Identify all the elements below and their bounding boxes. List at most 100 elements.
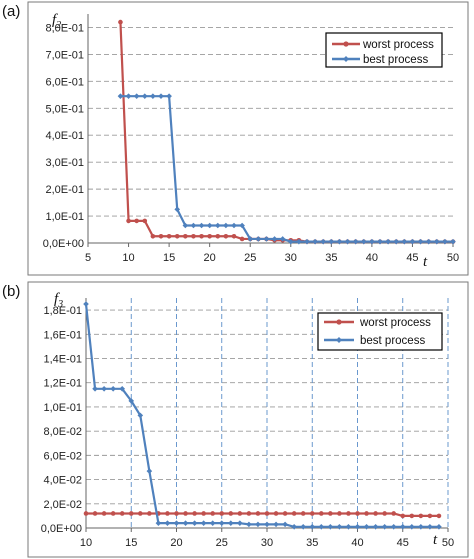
data-point — [219, 511, 225, 516]
data-point — [174, 233, 180, 239]
x-tick-label: 50 — [442, 537, 454, 549]
data-point — [150, 233, 156, 239]
data-point — [141, 93, 148, 99]
data-point — [255, 511, 261, 516]
y-tick-label: 3,0E-01 — [45, 157, 84, 169]
data-point — [247, 236, 254, 242]
x-tick-label: 45 — [397, 537, 409, 549]
data-point — [228, 520, 234, 526]
data-point — [354, 523, 361, 530]
data-point — [182, 520, 189, 526]
data-point — [239, 222, 245, 229]
data-point — [101, 385, 107, 392]
data-point — [319, 511, 324, 516]
data-point — [191, 233, 196, 239]
data-point — [433, 238, 440, 245]
y-tick-label: 0,0E+00 — [43, 238, 84, 250]
data-point — [126, 218, 131, 224]
data-point — [147, 511, 152, 516]
data-point — [418, 513, 424, 519]
data-point — [273, 521, 279, 528]
data-point — [92, 385, 98, 392]
data-point — [166, 233, 172, 239]
x-tick-label: 40 — [351, 537, 363, 549]
data-point — [442, 238, 448, 245]
panel-a-legend-label-worst: worst process — [362, 39, 434, 51]
series-line-best-process — [84, 303, 439, 528]
data-point — [427, 513, 433, 519]
panel-a-legend-marker-best — [343, 56, 349, 62]
data-point — [344, 238, 351, 245]
data-point — [231, 233, 237, 239]
data-point — [345, 523, 352, 530]
data-point — [215, 233, 221, 239]
data-point — [200, 520, 207, 526]
data-point — [304, 238, 310, 245]
x-tick-label: 45 — [406, 252, 418, 264]
panel-a-y-axis-label-sub: 2 — [56, 20, 61, 31]
data-point — [327, 523, 334, 530]
panel-b-x-axis-label: t — [433, 532, 438, 548]
data-point — [183, 233, 188, 239]
data-point — [134, 218, 139, 224]
x-tick-label: 20 — [170, 537, 182, 549]
data-point — [125, 93, 132, 99]
data-point — [118, 19, 123, 25]
data-point — [209, 520, 216, 526]
data-point — [328, 511, 333, 516]
y-tick-label: 1,2E-01 — [43, 378, 82, 390]
data-point — [83, 511, 89, 516]
data-point — [336, 238, 343, 245]
data-point — [309, 511, 315, 516]
panel-b-legend: worst process best process — [317, 312, 443, 351]
data-point — [328, 238, 335, 245]
data-point — [355, 511, 360, 516]
x-tick-label: 35 — [325, 252, 337, 264]
data-point — [146, 468, 153, 474]
data-point — [264, 521, 270, 528]
y-tick-label: 7,0E-01 — [45, 49, 84, 61]
x-tick-label: 30 — [285, 252, 297, 264]
panel-b-legend-marker-worst — [336, 319, 342, 325]
data-point — [425, 238, 432, 245]
data-point — [237, 520, 243, 526]
series-worst-process — [83, 511, 442, 519]
data-point — [218, 520, 225, 526]
data-point — [223, 222, 229, 229]
data-point — [382, 511, 387, 516]
data-point — [360, 238, 367, 245]
data-point — [128, 511, 134, 516]
data-point — [110, 385, 116, 392]
data-point — [164, 520, 171, 526]
data-point — [296, 238, 302, 245]
data-point — [312, 238, 318, 245]
data-point — [263, 236, 270, 242]
y-tick-label: 2,0E-01 — [45, 184, 84, 196]
data-point — [138, 511, 143, 516]
data-point — [282, 511, 288, 516]
chart-panel-a: (a) f2 t 0,0E+00 1,0E-01 2,0E-01 3,0E-01 4,0… — [2, 1, 469, 276]
data-point — [401, 238, 408, 245]
data-point — [399, 523, 406, 530]
y-tick-label: 4,0E-02 — [43, 475, 82, 487]
data-point — [255, 521, 261, 528]
data-point — [282, 521, 288, 528]
panel-b-legend-label-worst: worst process — [359, 317, 431, 329]
data-point — [199, 233, 204, 239]
x-tick-label: 20 — [204, 252, 216, 264]
data-point — [320, 238, 327, 245]
data-point — [255, 236, 262, 242]
data-point — [231, 222, 237, 229]
data-point — [364, 511, 369, 516]
panel-b-label: (b) — [2, 283, 20, 300]
data-point — [385, 238, 391, 245]
x-tick-label: 50 — [447, 252, 459, 264]
data-point — [192, 511, 197, 516]
panel-b-y-axis-label-sub: 3 — [57, 299, 63, 310]
y-tick-label: 0,0E+00 — [41, 523, 82, 535]
data-point — [183, 511, 188, 516]
data-point — [210, 511, 215, 516]
data-point — [165, 511, 170, 516]
panel-a-legend: worst process best process — [325, 32, 443, 68]
y-tick-label: 5,0E-01 — [45, 103, 84, 115]
